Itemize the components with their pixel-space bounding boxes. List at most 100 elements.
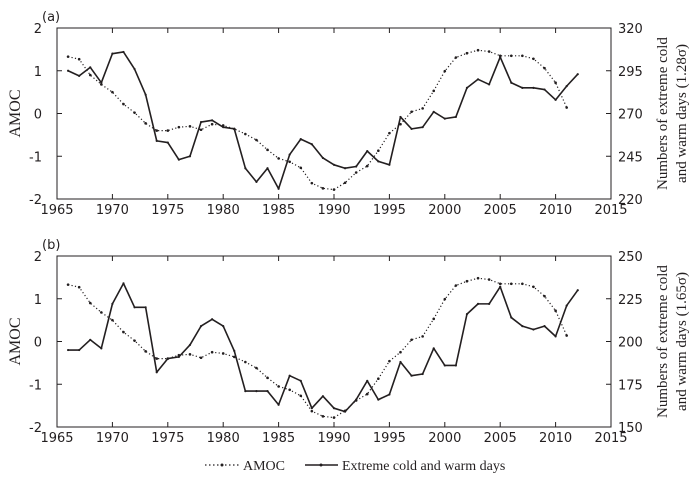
extreme-point: [255, 180, 258, 183]
extreme-point: [554, 335, 557, 338]
extreme-point: [454, 115, 457, 119]
x-tick-label: 1965: [40, 431, 73, 446]
extreme-point: [332, 163, 336, 166]
amoc-point: [310, 181, 314, 185]
extreme-point: [144, 93, 147, 96]
extreme-point: [510, 81, 513, 84]
amoc-point: [277, 157, 280, 160]
amoc-point: [487, 50, 491, 53]
x-tick-label: 2005: [484, 203, 517, 218]
amoc-point: [133, 339, 136, 342]
extreme-point: [277, 187, 280, 190]
x-tick-label: 2000: [428, 431, 461, 446]
extreme-point: [199, 325, 203, 328]
extreme-point: [111, 302, 114, 305]
y-right-tick-label: 250: [618, 250, 643, 265]
extreme-point: [111, 52, 114, 55]
amoc-point: [310, 409, 314, 413]
amoc-point: [554, 309, 557, 313]
y-tick-label: 1: [34, 65, 42, 80]
amoc-point: [255, 138, 258, 142]
extreme-point: [244, 167, 247, 170]
amoc-point: [144, 122, 147, 125]
legend: AMOC Extreme cold and warm days: [205, 459, 505, 474]
extreme-point: [465, 86, 469, 89]
extreme-point: [133, 306, 136, 309]
extreme-point: [177, 158, 180, 161]
y-right-tick-label: 295: [618, 65, 643, 80]
extreme-point: [155, 139, 158, 142]
x-tick-label: 1975: [151, 203, 184, 218]
x-tick-label: 1985: [262, 431, 295, 446]
y-tick-label: 0: [34, 336, 42, 351]
amoc-point: [454, 56, 458, 59]
y-tick-label: -2: [29, 421, 42, 436]
extreme-point: [122, 50, 125, 54]
extreme-point: [388, 393, 391, 396]
extreme-point: [66, 69, 70, 72]
extreme-point: [310, 407, 313, 410]
amoc-point: [421, 335, 424, 338]
extreme-point: [321, 395, 325, 398]
extreme-point: [499, 285, 502, 288]
extreme-point: [510, 316, 513, 319]
y-right-tick-label: 245: [618, 150, 643, 165]
y-right-axis-label: Numbers of extreme cold: [655, 37, 671, 190]
extreme-point: [410, 127, 413, 130]
amoc-point: [465, 51, 469, 55]
extreme-point: [521, 325, 524, 328]
extreme-point: [543, 325, 546, 328]
amoc-point: [177, 125, 181, 129]
x-tick-label: 1980: [207, 431, 240, 446]
y-right-tick-label: 220: [618, 193, 643, 208]
legend-extreme-label: Extreme cold and warm days: [342, 459, 505, 474]
extreme-point: [155, 371, 158, 374]
extreme-point: [299, 138, 302, 141]
extreme-point: [288, 374, 291, 377]
extreme-point: [377, 160, 380, 163]
amoc-point: [111, 90, 114, 94]
y-right-tick-label: 270: [618, 108, 643, 123]
extreme-point: [310, 143, 313, 146]
panel-b: (b)1965 1970 1975 1980 1985 1990 1995 2000 2005 2…: [7, 238, 690, 446]
x-tick-label: 1990: [317, 203, 350, 218]
amoc-point: [343, 181, 347, 185]
amoc-point: [565, 106, 568, 109]
amoc-point: [332, 188, 336, 191]
extreme-point: [576, 289, 579, 292]
extreme-point: [211, 318, 214, 321]
amoc-point: [321, 187, 325, 190]
amoc-point: [532, 285, 535, 289]
extreme-point: [565, 304, 568, 307]
extreme-point: [355, 165, 358, 168]
extreme-point: [443, 364, 446, 367]
extreme-point: [399, 360, 402, 364]
extreme-point: [66, 348, 70, 352]
y-right-axis-label: Numbers of extreme cold: [655, 265, 671, 418]
amoc-point: [487, 278, 491, 281]
amoc-point: [244, 360, 247, 364]
extreme-point: [343, 167, 347, 170]
extreme-point: [166, 357, 169, 360]
amoc-point: [266, 376, 269, 380]
y-axis-label: AMOC: [7, 89, 24, 137]
extreme-point: [244, 389, 247, 393]
x-tick-label: 1970: [96, 203, 129, 218]
amoc-point: [155, 357, 159, 360]
extreme-point: [211, 119, 214, 122]
amoc-point: [188, 125, 192, 128]
y-tick-label: 2: [34, 250, 42, 265]
amoc-point: [299, 394, 303, 398]
amoc-point: [421, 107, 424, 110]
amoc-point: [100, 83, 103, 86]
amoc-point: [554, 81, 557, 85]
extreme-point: [177, 355, 180, 358]
amoc-point: [221, 352, 225, 355]
extreme-point: [476, 78, 480, 81]
amoc-point: [377, 149, 380, 152]
amoc-point: [266, 148, 269, 152]
amoc-point: [498, 282, 502, 286]
plot-frame: [56, 255, 612, 428]
extreme-point: [299, 379, 302, 382]
